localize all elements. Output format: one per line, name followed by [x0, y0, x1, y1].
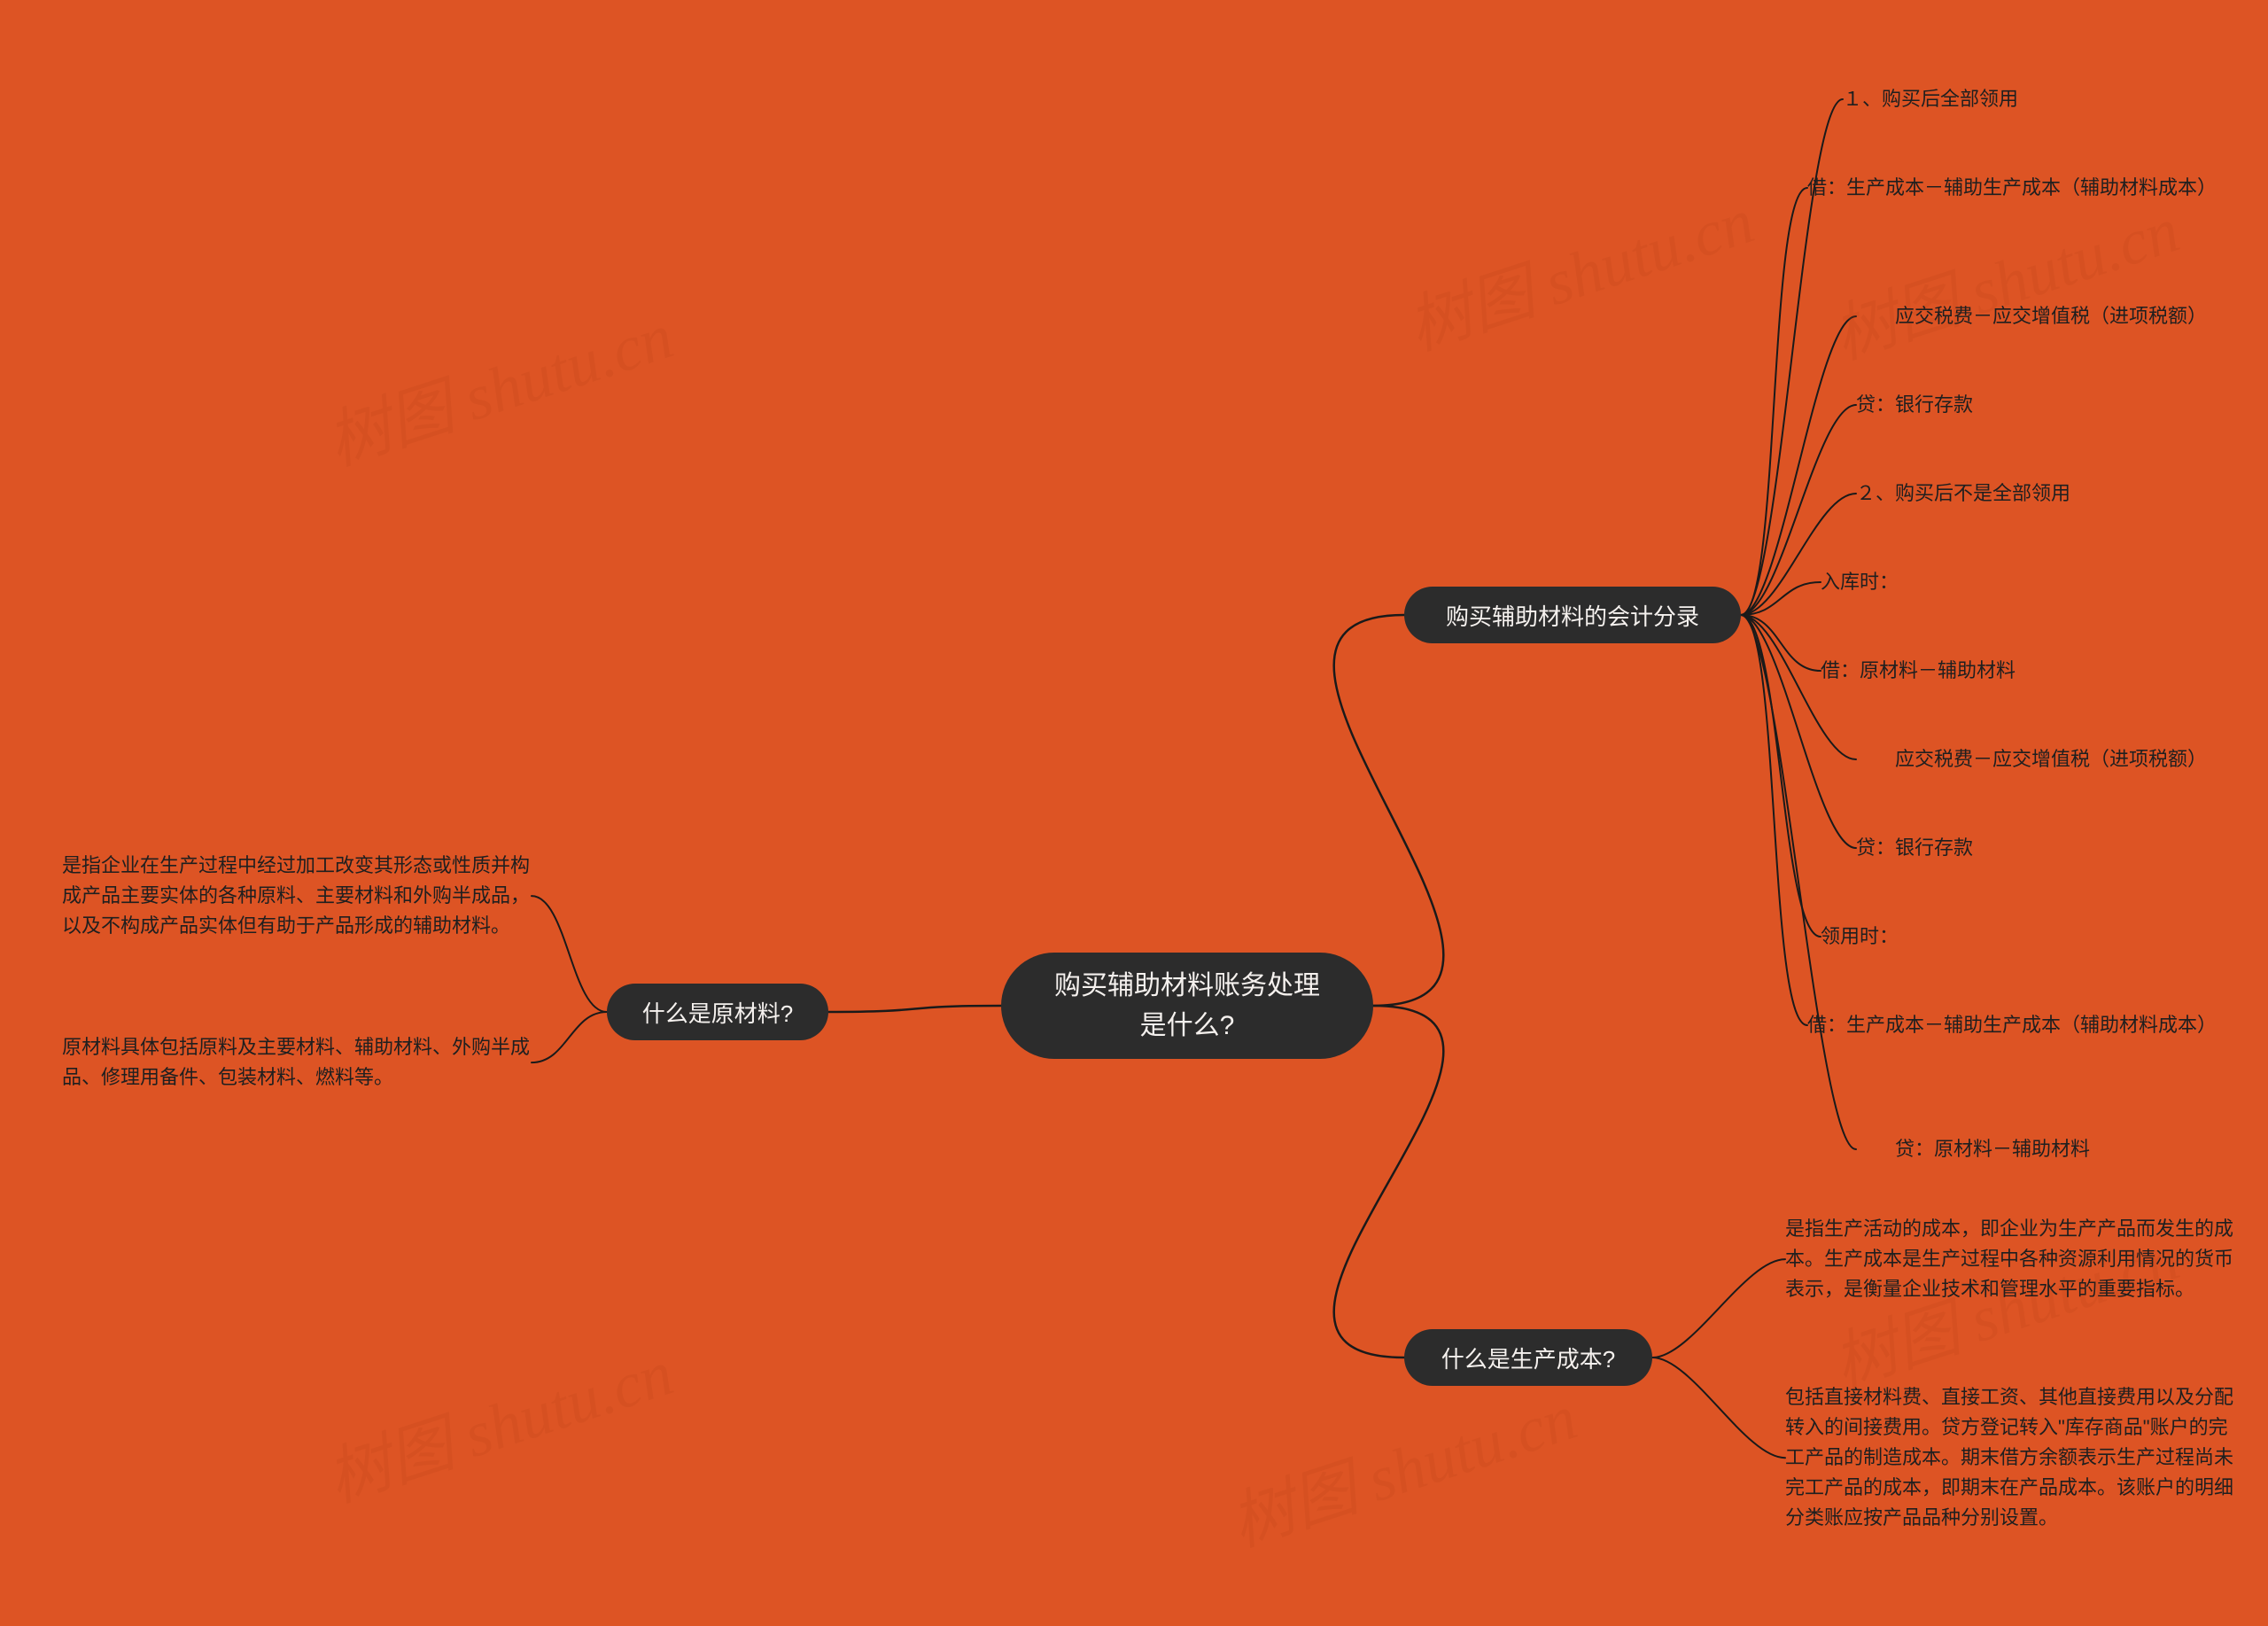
root-label: 购买辅助材料账务处理是什么? [1044, 966, 1331, 1046]
watermark: 树图 shutu.cn [1217, 1365, 1587, 1564]
branch-label: 什么是生产成本? [1441, 1342, 1615, 1374]
root-node[interactable]: 购买辅助材料账务处理是什么? [1001, 953, 1373, 1059]
leaf-node: 贷：银行存款 [1856, 390, 2237, 420]
leaf-node: 应交税费－应交增值税（进项税额） [1856, 744, 2237, 774]
leaf-node: 是指生产活动的成本，即企业为生产产品而发生的成本。生产成本是生产过程中各种资源利… [1785, 1214, 2237, 1304]
watermark: 树图 shutu.cn [314, 1320, 683, 1520]
mindmap-canvas: 树图 shutu.cn 树图 shutu.cn 树图 shutu.cn 树图 shut… [0, 0, 2268, 1626]
leaf-node: 领用时： [1821, 922, 2202, 952]
leaf-node: 借：生产成本－辅助生产成本（辅助材料成本） [1807, 173, 2233, 203]
branch-label: 购买辅助材料的会计分录 [1446, 599, 1699, 632]
leaf-node: 入库时： [1821, 567, 2202, 597]
branch-node[interactable]: 什么是生产成本? [1404, 1329, 1652, 1386]
leaf-node: 贷：银行存款 [1856, 833, 2237, 863]
leaf-node: １、购买后全部领用 [1843, 84, 2224, 114]
leaf-node: 贷：原材料－辅助材料 [1856, 1134, 2237, 1164]
leaf-node: ２、购买后不是全部领用 [1856, 478, 2237, 509]
branch-node[interactable]: 购买辅助材料的会计分录 [1404, 587, 1741, 643]
leaf-node: 包括直接材料费、直接工资、其他直接费用以及分配转入的间接费用。贷方登记转入"库存… [1785, 1382, 2237, 1533]
leaf-node: 原材料具体包括原料及主要材料、辅助材料、外购半成品、修理用备件、包装材料、燃料等… [62, 1032, 532, 1093]
branch-label: 什么是原材料? [642, 996, 793, 1029]
watermark: 树图 shutu.cn [1820, 177, 2189, 377]
branch-node[interactable]: 什么是原材料? [607, 984, 828, 1040]
leaf-node: 应交税费－应交增值税（进项税额） [1856, 301, 2237, 331]
leaf-node: 借：原材料－辅助材料 [1821, 656, 2202, 686]
leaf-node: 借：生产成本－辅助生产成本（辅助材料成本） [1807, 1010, 2233, 1040]
watermark: 树图 shutu.cn [1394, 168, 1764, 368]
leaf-node: 是指企业在生产过程中经过加工改变其形态或性质并构成产品主要实体的各种原料、主要材… [62, 851, 532, 941]
watermark: 树图 shutu.cn [314, 284, 683, 483]
